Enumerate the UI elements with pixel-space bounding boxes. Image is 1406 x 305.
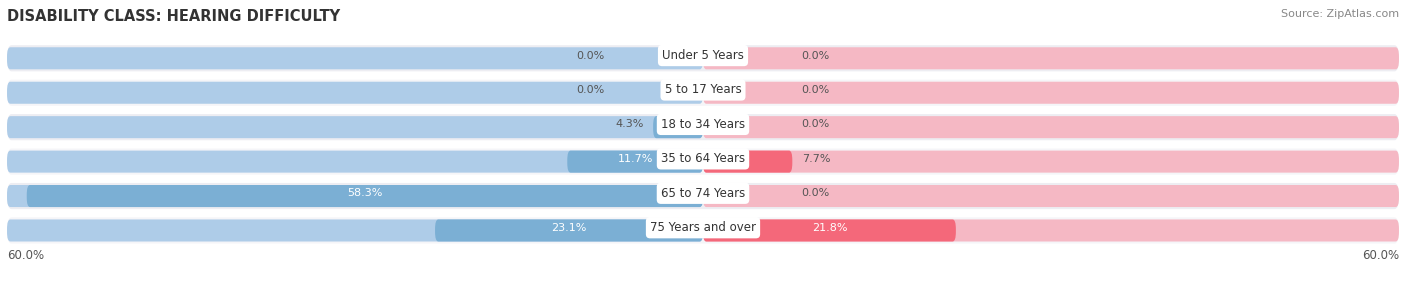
FancyBboxPatch shape xyxy=(7,114,1399,140)
FancyBboxPatch shape xyxy=(27,185,703,207)
Text: DISABILITY CLASS: HEARING DIFFICULTY: DISABILITY CLASS: HEARING DIFFICULTY xyxy=(7,9,340,24)
Text: Source: ZipAtlas.com: Source: ZipAtlas.com xyxy=(1281,9,1399,19)
FancyBboxPatch shape xyxy=(567,151,703,173)
Text: 35 to 64 Years: 35 to 64 Years xyxy=(661,152,745,165)
Text: 0.0%: 0.0% xyxy=(576,51,605,60)
FancyBboxPatch shape xyxy=(7,151,703,173)
FancyBboxPatch shape xyxy=(703,220,1399,242)
FancyBboxPatch shape xyxy=(7,185,703,207)
Text: 5 to 17 Years: 5 to 17 Years xyxy=(665,84,741,96)
FancyBboxPatch shape xyxy=(434,220,703,242)
FancyBboxPatch shape xyxy=(7,149,1399,175)
FancyBboxPatch shape xyxy=(7,116,703,138)
FancyBboxPatch shape xyxy=(7,220,703,242)
FancyBboxPatch shape xyxy=(703,151,1399,173)
FancyBboxPatch shape xyxy=(7,80,1399,106)
Text: 0.0%: 0.0% xyxy=(801,120,830,129)
Text: 60.0%: 60.0% xyxy=(7,249,44,262)
Text: 0.0%: 0.0% xyxy=(801,51,830,60)
FancyBboxPatch shape xyxy=(654,116,703,138)
FancyBboxPatch shape xyxy=(7,45,1399,71)
FancyBboxPatch shape xyxy=(703,220,956,242)
Text: 11.7%: 11.7% xyxy=(617,154,652,164)
FancyBboxPatch shape xyxy=(703,116,1399,138)
Text: 0.0%: 0.0% xyxy=(576,85,605,95)
Text: 75 Years and over: 75 Years and over xyxy=(650,221,756,234)
FancyBboxPatch shape xyxy=(7,217,1399,244)
FancyBboxPatch shape xyxy=(703,151,793,173)
Text: 18 to 34 Years: 18 to 34 Years xyxy=(661,118,745,131)
Text: 65 to 74 Years: 65 to 74 Years xyxy=(661,187,745,200)
Text: 60.0%: 60.0% xyxy=(1362,249,1399,262)
Text: 7.7%: 7.7% xyxy=(801,154,830,164)
FancyBboxPatch shape xyxy=(7,183,1399,209)
Text: 23.1%: 23.1% xyxy=(551,223,586,233)
Text: 58.3%: 58.3% xyxy=(347,188,382,198)
FancyBboxPatch shape xyxy=(703,185,1399,207)
Text: Under 5 Years: Under 5 Years xyxy=(662,49,744,62)
Text: 0.0%: 0.0% xyxy=(801,188,830,198)
Legend: Male, Female: Male, Female xyxy=(640,302,766,305)
FancyBboxPatch shape xyxy=(703,47,1399,69)
Text: 0.0%: 0.0% xyxy=(801,85,830,95)
Text: 4.3%: 4.3% xyxy=(616,120,644,129)
FancyBboxPatch shape xyxy=(7,82,703,104)
FancyBboxPatch shape xyxy=(7,47,703,69)
FancyBboxPatch shape xyxy=(703,82,1399,104)
Text: 21.8%: 21.8% xyxy=(811,223,848,233)
